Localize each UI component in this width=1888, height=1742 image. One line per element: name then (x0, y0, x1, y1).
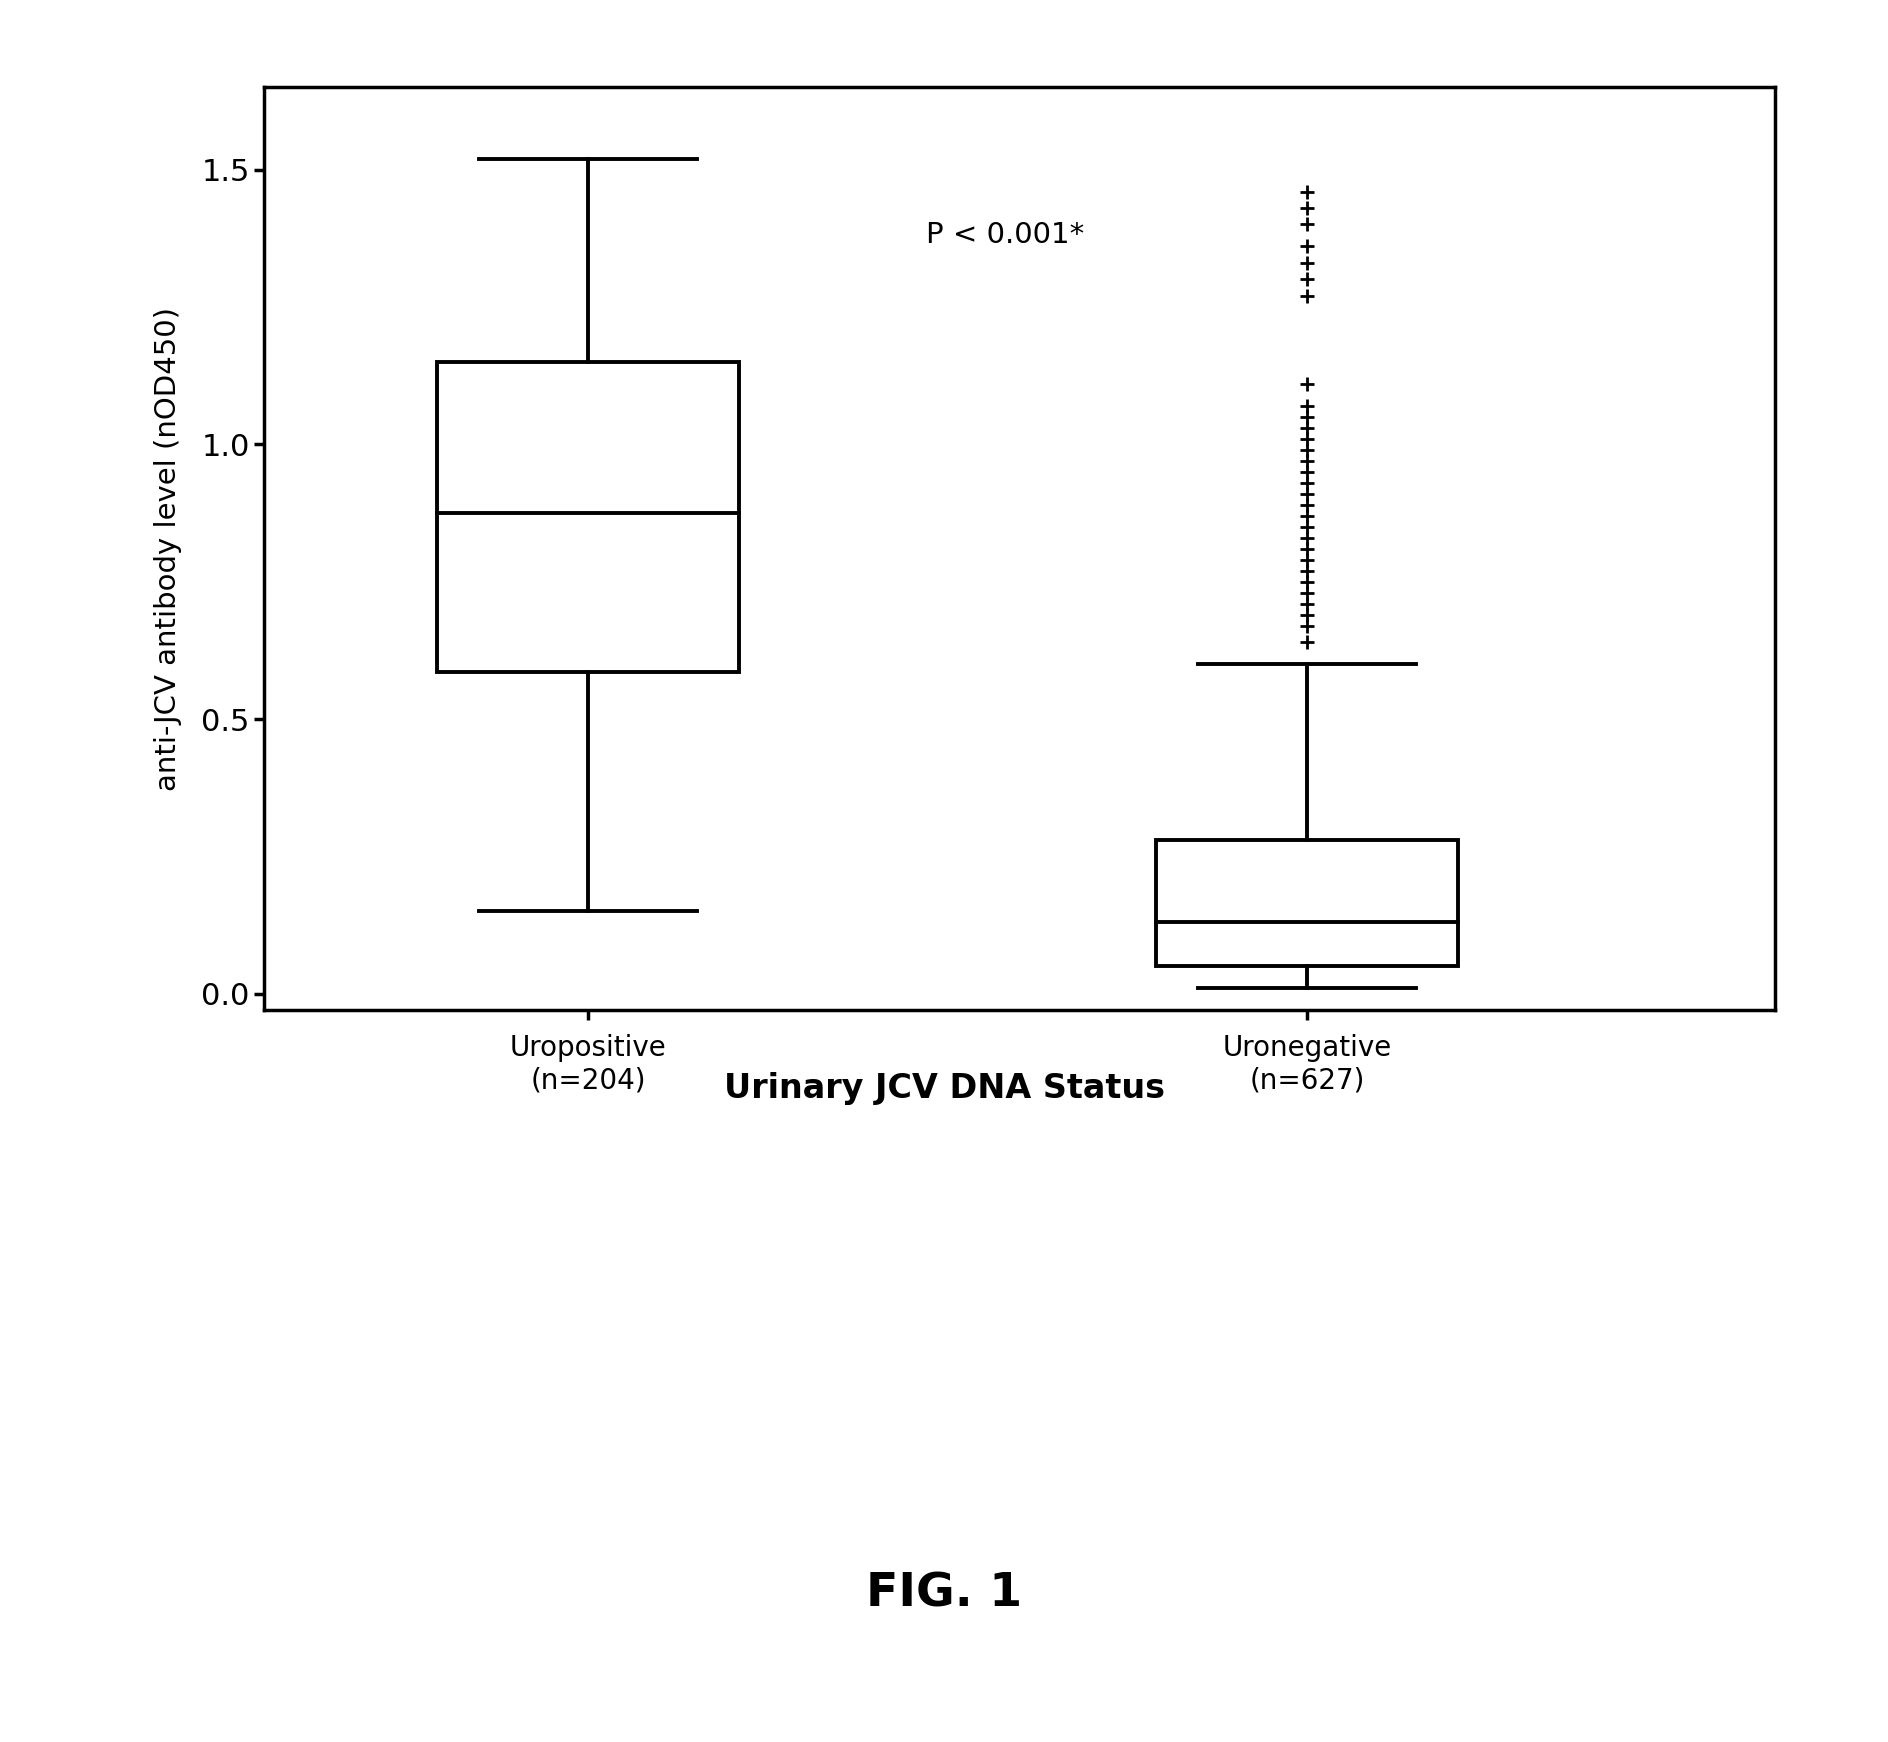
Bar (1155, 840, 1458, 967)
Text: P < 0.001*: P < 0.001* (925, 221, 1084, 249)
Bar (436, 362, 738, 672)
Y-axis label: anti-JCV antibody level (nOD450): anti-JCV antibody level (nOD450) (155, 307, 181, 791)
Text: FIG. 1: FIG. 1 (867, 1571, 1021, 1617)
Text: Urinary JCV DNA Status: Urinary JCV DNA Status (723, 1073, 1165, 1104)
